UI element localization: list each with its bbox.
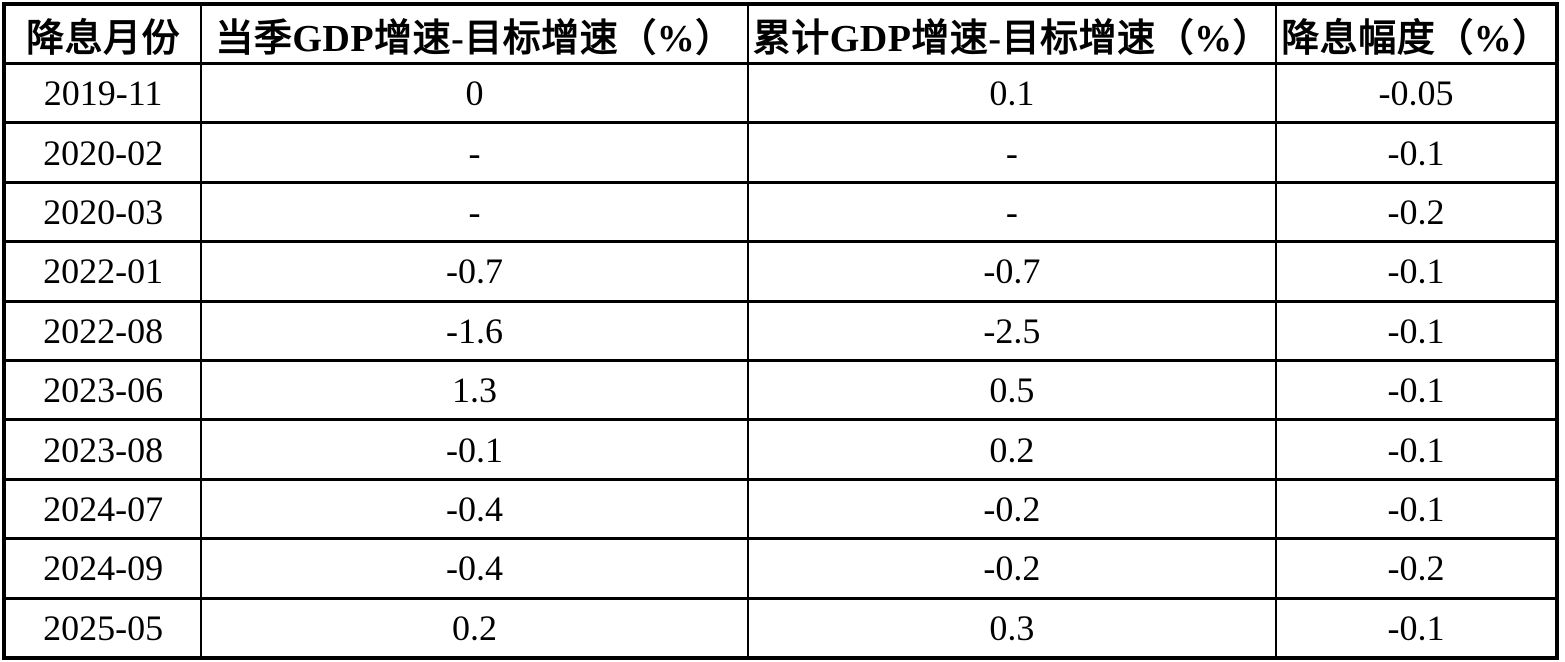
header-row: 降息月份 当季GDP增速-目标增速（%） 累计GDP增速-目标增速（%） 降息幅… [2,2,1559,65]
cell-quarter-gap: 0 [200,61,749,125]
table-row: 2025-05 0.2 0.3 -0.1 [2,596,1559,660]
table-row: 2020-02 - - -0.1 [2,121,1559,184]
cell-quarter-gap: - [200,121,749,184]
cell-quarter-gap: -0.7 [200,240,749,303]
cell-quarter-gap: -1.6 [200,299,749,362]
column-header-rate-cut-month: 降息月份 [2,2,203,65]
cell-cumulative-gap: -0.2 [746,477,1277,541]
column-header-rate-cut-magnitude: 降息幅度（%） [1274,2,1559,65]
cell-month: 2024-07 [2,477,203,541]
cell-month: 2023-08 [2,418,203,481]
cell-quarter-gap: -0.4 [200,537,749,600]
column-header-cumulative-gdp-gap: 累计GDP增速-目标增速（%） [746,2,1277,65]
cell-cumulative-gap: -0.2 [746,537,1277,600]
cell-cumulative-gap: - [746,121,1277,184]
cell-cumulative-gap: -2.5 [746,299,1277,362]
cell-cut-magnitude: -0.2 [1274,180,1559,244]
cell-cut-magnitude: -0.1 [1274,299,1559,362]
cell-month: 2019-11 [2,61,203,125]
cell-cumulative-gap: -0.7 [746,240,1277,303]
table-row: 2024-07 -0.4 -0.2 -0.1 [2,477,1559,541]
table-row: 2019-11 0 0.1 -0.05 [2,61,1559,125]
cell-quarter-gap: -0.4 [200,477,749,541]
cell-cut-magnitude: -0.1 [1274,240,1559,303]
table-row: 2020-03 - - -0.2 [2,180,1559,244]
cell-month: 2022-08 [2,299,203,362]
cell-cumulative-gap: 0.5 [746,358,1277,422]
cell-month: 2023-06 [2,358,203,422]
cell-cut-magnitude: -0.1 [1274,477,1559,541]
cell-cumulative-gap: 0.2 [746,418,1277,481]
table-row: 2022-01 -0.7 -0.7 -0.1 [2,240,1559,303]
table-row: 2023-06 1.3 0.5 -0.1 [2,358,1559,422]
cell-month: 2022-01 [2,240,203,303]
cell-quarter-gap: - [200,180,749,244]
cell-cumulative-gap: 0.1 [746,61,1277,125]
cell-cut-magnitude: -0.1 [1274,121,1559,184]
cell-cut-magnitude: -0.2 [1274,537,1559,600]
cell-month: 2025-05 [2,596,203,660]
cell-cut-magnitude: -0.1 [1274,596,1559,660]
cell-month: 2020-02 [2,121,203,184]
cell-quarter-gap: -0.1 [200,418,749,481]
cell-month: 2020-03 [2,180,203,244]
column-header-quarter-gdp-gap: 当季GDP增速-目标增速（%） [200,2,749,65]
cell-quarter-gap: 0.2 [200,596,749,660]
table-row: 2023-08 -0.1 0.2 -0.1 [2,418,1559,481]
table-row: 2022-08 -1.6 -2.5 -0.1 [2,299,1559,362]
cell-cut-magnitude: -0.1 [1274,418,1559,481]
cell-cut-magnitude: -0.05 [1274,61,1559,125]
cell-month: 2024-09 [2,537,203,600]
cell-cumulative-gap: 0.3 [746,596,1277,660]
cell-cut-magnitude: -0.1 [1274,358,1559,422]
cell-cumulative-gap: - [746,180,1277,244]
table-row: 2024-09 -0.4 -0.2 -0.2 [2,537,1559,600]
cell-quarter-gap: 1.3 [200,358,749,422]
